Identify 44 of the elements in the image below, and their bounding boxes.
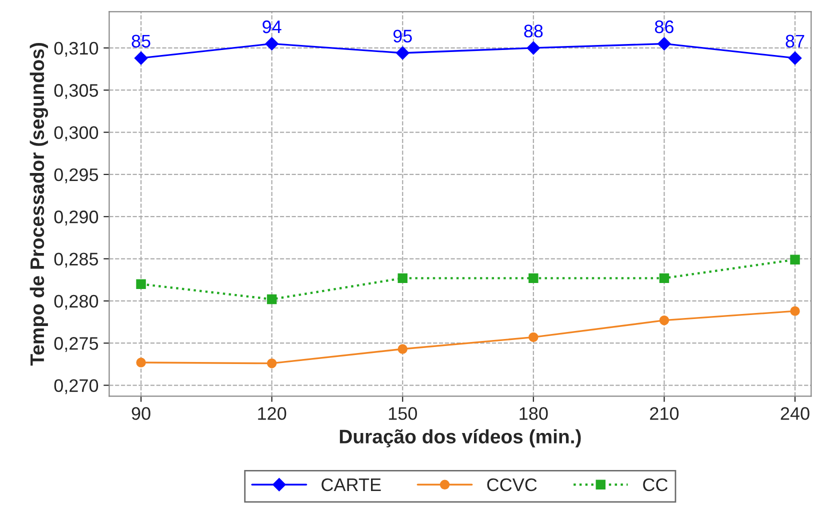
annotation: 86 — [654, 20, 674, 34]
point — [788, 51, 802, 65]
annotation: 88 — [524, 24, 543, 38]
x-tick-label: 150 — [388, 407, 417, 420]
y-tick-label: 0,295 — [54, 168, 98, 184]
x-tick-label: 210 — [650, 407, 679, 420]
point — [266, 358, 277, 368]
y-tick-label: 0,270 — [54, 379, 98, 394]
x-tick-label: 180 — [520, 407, 548, 420]
point — [659, 315, 670, 326]
point — [396, 46, 410, 60]
annotation: 94 — [262, 20, 282, 34]
y-tick-label: 0,280 — [54, 294, 98, 310]
y-tick-label: 0,310 — [54, 42, 98, 57]
annotation: 87 — [786, 34, 804, 48]
y-tick-label: 0,300 — [54, 126, 98, 142]
legend-label: CC — [643, 478, 668, 492]
point — [528, 273, 538, 284]
annotation: 95 — [393, 30, 412, 42]
point — [526, 41, 540, 55]
point — [398, 344, 408, 354]
y-tick-label: 0,290 — [54, 210, 98, 226]
y-tick-label: 0,305 — [54, 84, 98, 99]
x-tick-label: 240 — [780, 407, 810, 420]
legend-label: CCVC — [487, 478, 537, 492]
point — [790, 306, 800, 316]
x-tick-label: 90 — [132, 407, 150, 420]
point — [658, 37, 671, 50]
point — [134, 51, 148, 65]
point — [398, 273, 408, 284]
point — [136, 279, 146, 289]
y-axis-title: Tempo de Processador (segundos) — [30, 43, 48, 366]
y-tick-label: 0,275 — [54, 337, 98, 352]
point — [528, 332, 538, 342]
point — [266, 294, 277, 304]
x-tick-label: 120 — [258, 407, 286, 420]
point — [136, 358, 146, 368]
y-tick-label: 0,285 — [54, 252, 98, 268]
legend-label: CARTE — [322, 478, 381, 492]
annotation: 85 — [132, 34, 150, 48]
x-axis-title: Duração dos vídeos (min.) — [340, 429, 581, 448]
point — [265, 37, 278, 50]
point — [790, 254, 800, 264]
point — [659, 273, 670, 284]
